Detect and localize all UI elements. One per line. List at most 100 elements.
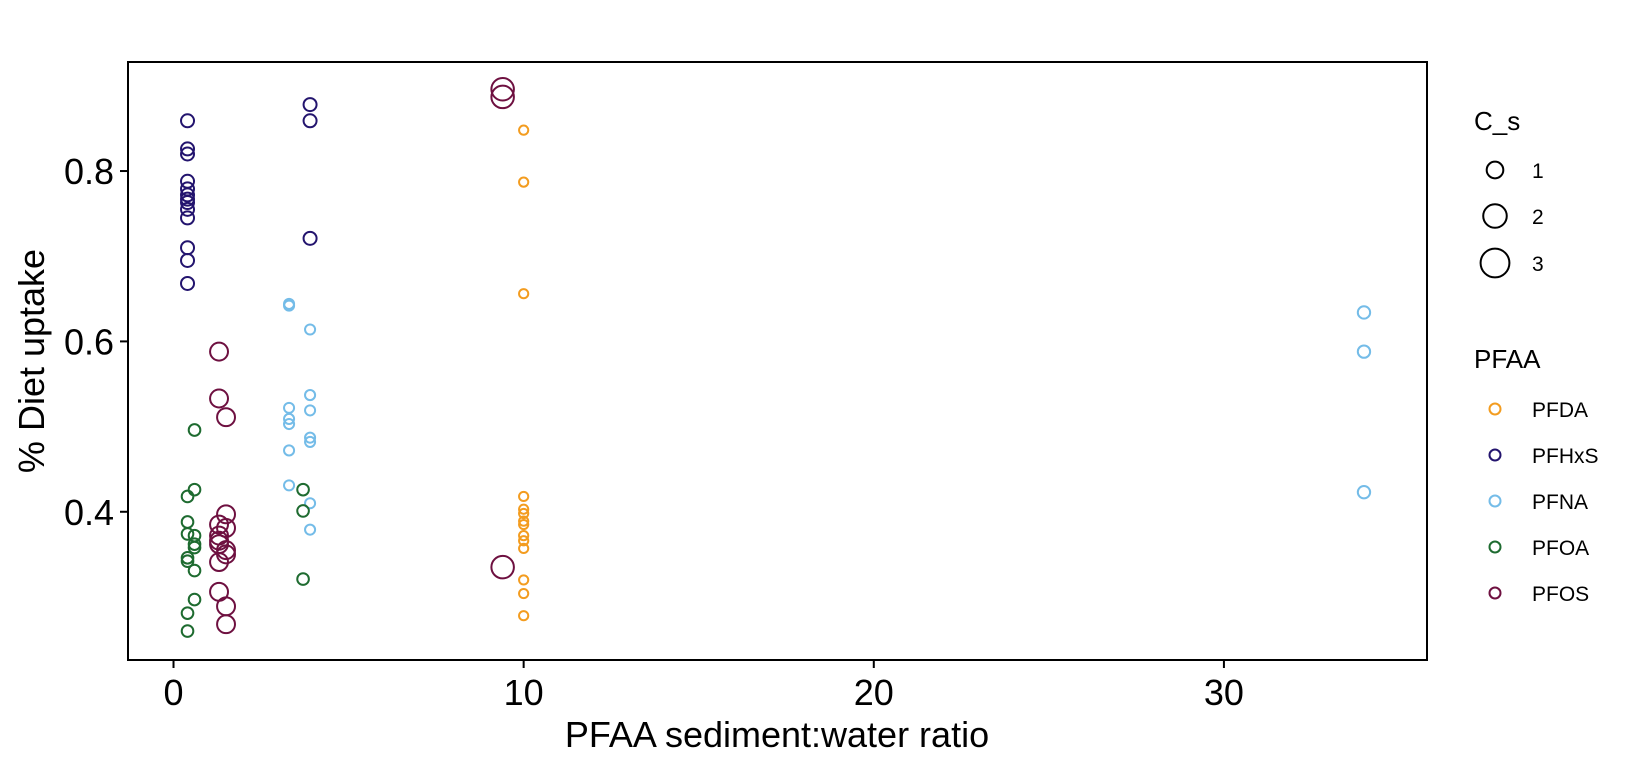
point-pfna — [304, 404, 317, 417]
point-pfna — [283, 418, 296, 431]
point-pfda — [518, 503, 530, 515]
x-axis-title: PFAA sediment:water ratio — [565, 714, 989, 755]
size-legend-key — [1479, 247, 1511, 279]
size-legend-key — [1482, 203, 1508, 229]
point-pfos — [216, 407, 236, 428]
point-pfhxs — [180, 141, 196, 157]
point-pfna — [1356, 485, 1372, 500]
y-tick-label: 0.8 — [64, 151, 114, 192]
size-legend-label: 3 — [1532, 253, 1544, 276]
point-pfos — [216, 614, 236, 635]
point-pfna — [283, 444, 296, 457]
point-pfda — [518, 490, 530, 503]
point-pfos — [490, 84, 515, 110]
point-pfna — [304, 497, 317, 510]
point-pfhxs — [180, 252, 196, 268]
point-pfoa — [187, 482, 202, 497]
point-pfoa — [187, 592, 202, 607]
point-pfna — [304, 523, 317, 536]
point-pfoa — [180, 554, 195, 568]
point-pfda — [518, 507, 530, 520]
point-pfoa — [187, 423, 202, 437]
color-legend-label: PFOS — [1532, 583, 1589, 606]
point-pfda — [518, 124, 530, 136]
point-pfhxs — [180, 187, 196, 203]
size-legend-label: 2 — [1532, 206, 1544, 229]
y-axis-title: % Diet uptake — [11, 249, 52, 473]
point-pfos — [490, 77, 515, 102]
color-legend-label: PFHxS — [1532, 445, 1599, 468]
point-pfda — [518, 587, 530, 600]
point-pfda — [518, 535, 530, 547]
point-pfos — [209, 341, 229, 362]
x-tick-label: 20 — [854, 672, 894, 713]
point-pfna — [304, 323, 317, 336]
size-legend-key — [1485, 160, 1505, 180]
point-pfda — [518, 288, 530, 300]
point-pfoa — [180, 624, 195, 638]
size-legend-title: C_s — [1474, 106, 1520, 136]
color-legend: PFAA PFDA PFHxS PFNA PFOA PFOS — [1474, 344, 1599, 606]
x-axis: 0 10 20 30 — [164, 660, 1244, 713]
point-pfda — [518, 518, 530, 531]
point-pfoa — [187, 563, 202, 578]
color-legend-key — [1488, 586, 1502, 600]
x-tick-label: 10 — [504, 672, 544, 713]
point-pfos — [490, 554, 515, 580]
point-pfoa — [296, 572, 310, 586]
x-tick-label: 30 — [1204, 672, 1244, 713]
point-pfhxs — [180, 146, 196, 162]
point-pfna — [283, 412, 296, 425]
point-pfos — [209, 552, 229, 572]
point-pfos — [209, 388, 229, 409]
color-legend-label: PFOA — [1532, 537, 1589, 560]
color-legend-key — [1488, 402, 1502, 416]
point-pfda — [518, 515, 530, 527]
point-pfna — [283, 401, 296, 414]
color-legend-key — [1488, 448, 1502, 462]
point-pfna — [304, 435, 317, 448]
point-pfna — [1356, 344, 1372, 359]
point-pfoa — [180, 489, 195, 504]
point-pfoa — [180, 606, 195, 620]
point-pfna — [304, 389, 317, 402]
point-pfda — [518, 530, 530, 542]
point-pfoa — [187, 540, 202, 555]
color-legend-label: PFDA — [1532, 399, 1588, 422]
point-pfhxs — [180, 113, 196, 129]
size-legend-label: 1 — [1532, 160, 1544, 183]
color-legend-title: PFAA — [1474, 344, 1541, 374]
y-tick-label: 0.6 — [64, 321, 114, 362]
point-pfhxs — [180, 195, 196, 211]
plot-panel — [127, 61, 1428, 661]
point-pfna — [283, 299, 296, 312]
point-pfda — [518, 542, 530, 555]
point-pfoa — [180, 527, 195, 541]
point-pfos — [216, 518, 236, 538]
point-pfhxs — [180, 201, 196, 217]
point-pfda — [518, 574, 530, 586]
color-legend-key — [1488, 494, 1502, 508]
point-pfhxs — [302, 97, 318, 113]
point-pfoa — [296, 504, 310, 518]
y-tick-label: 0.4 — [64, 492, 114, 533]
color-legend-key — [1488, 540, 1502, 554]
point-pfhxs — [302, 113, 318, 129]
size-legend: C_s 1 2 3 — [1474, 106, 1544, 279]
y-axis: 0.4 0.6 0.8 — [64, 151, 128, 533]
point-pfos — [216, 504, 236, 525]
point-pfhxs — [302, 230, 318, 246]
point-pfda — [518, 176, 530, 188]
point-pfos — [216, 544, 236, 565]
point-pfda — [518, 610, 530, 622]
point-pfhxs — [180, 210, 196, 226]
point-pfoa — [296, 482, 310, 497]
point-pfna — [304, 431, 317, 444]
x-tick-label: 0 — [164, 672, 184, 713]
color-legend-label: PFNA — [1532, 491, 1588, 514]
point-pfhxs — [180, 275, 196, 291]
point-pfna — [1356, 305, 1372, 320]
point-pfna — [283, 479, 296, 492]
